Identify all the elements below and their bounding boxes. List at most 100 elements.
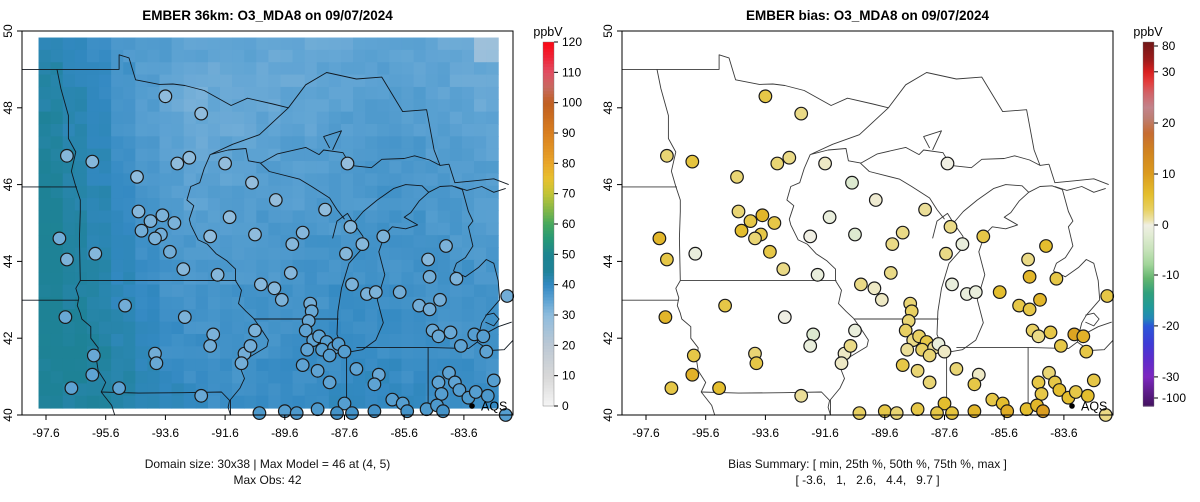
- model-raster: [38, 37, 499, 409]
- raster-cell: [449, 284, 463, 298]
- x-tick-label: -85.6: [991, 426, 1019, 440]
- raster-cell: [280, 161, 294, 174]
- raster-cell: [449, 247, 463, 261]
- raster-cell: [38, 259, 52, 273]
- raster-cell: [159, 185, 173, 199]
- colorbar-segment: [1143, 170, 1154, 172]
- raster-cell: [86, 383, 100, 397]
- colorbar-segment: [1143, 47, 1154, 49]
- raster-cell: [353, 136, 366, 150]
- raster-cell: [389, 123, 402, 137]
- raster-cell: [377, 296, 390, 310]
- colorbar-segment: [543, 208, 554, 213]
- raster-cell: [219, 123, 233, 137]
- station-marker: [1068, 385, 1083, 399]
- raster-cell: [207, 173, 221, 187]
- station-marker: [194, 388, 209, 403]
- colorbar-segment: [1143, 175, 1154, 177]
- colorbar-segment: [1143, 212, 1154, 214]
- station-marker: [685, 154, 700, 169]
- raster-cell: [159, 74, 173, 88]
- colorbar-segment: [1143, 190, 1154, 192]
- colorbar-segment: [543, 366, 554, 371]
- colorbar-segment: [543, 81, 554, 86]
- raster-cell: [340, 123, 354, 137]
- raster-cell: [425, 99, 439, 113]
- raster-cell: [365, 86, 378, 100]
- colorbar-segment: [1143, 282, 1154, 284]
- raster-cell: [304, 259, 318, 273]
- raster-cell: [304, 62, 318, 76]
- raster-cell: [353, 259, 366, 273]
- raster-cell: [316, 235, 330, 249]
- raster-cell: [62, 321, 76, 335]
- raster-cell: [111, 222, 124, 236]
- colorbar-segment: [1143, 108, 1154, 110]
- colorbar-segment: [1143, 59, 1154, 61]
- raster-cell: [461, 198, 475, 211]
- raster-cell: [280, 383, 294, 397]
- colorbar-segment: [1143, 194, 1154, 196]
- raster-cell: [135, 259, 148, 273]
- colorbar-segment: [1143, 225, 1154, 227]
- raster-cell: [401, 136, 415, 150]
- colorbar-segment: [1143, 171, 1154, 173]
- station-marker: [131, 204, 146, 219]
- raster-cell: [474, 222, 487, 236]
- raster-cell: [280, 210, 294, 224]
- raster-cell: [377, 86, 390, 100]
- colorbar-segment: [1143, 197, 1154, 199]
- raster-cell: [207, 309, 221, 323]
- raster-cell: [461, 148, 475, 162]
- station-marker: [652, 231, 667, 246]
- raster-cell: [219, 198, 233, 211]
- colorbar-segment: [1143, 105, 1154, 107]
- colorbar-segment: [543, 181, 554, 186]
- model-map-plot: AQS-97.6 -95.6 -93.6 -91.6 -89.6 -87.6 -85.6 -8…: [1, 24, 582, 440]
- raster-cell: [74, 321, 88, 335]
- colorbar-segment: [1143, 229, 1154, 231]
- colorbar-segment: [543, 123, 554, 128]
- raster-cell: [486, 272, 499, 286]
- raster-cell: [86, 123, 100, 137]
- colorbar-segment: [1143, 192, 1154, 194]
- raster-cell: [123, 395, 136, 409]
- colorbar-segment: [543, 351, 554, 356]
- raster-cell: [135, 358, 148, 372]
- raster-cell: [147, 321, 161, 335]
- station-marker: [392, 285, 407, 300]
- model-map-panel: EMBER 36km: O3_MDA8 on 09/07/2024 AQS -97…: [1, 8, 582, 487]
- raster-cell: [449, 222, 463, 236]
- raster-cell: [365, 222, 378, 236]
- raster-cell: [474, 161, 487, 174]
- colorbar-segment: [1143, 64, 1154, 66]
- station-marker: [883, 266, 898, 280]
- colorbar-segment: [1143, 261, 1154, 263]
- colorbar-segment: [1143, 335, 1154, 337]
- model-map-title: EMBER 36km: O3_MDA8 on 09/07/2024: [142, 8, 393, 23]
- raster-cell: [437, 123, 451, 137]
- raster-cell: [207, 111, 221, 125]
- raster-cell: [123, 111, 136, 125]
- raster-cell: [86, 321, 100, 335]
- raster-cell: [449, 74, 463, 88]
- colorbar-segment: [1143, 152, 1154, 154]
- raster-cell: [377, 346, 390, 360]
- raster-cell: [461, 296, 475, 310]
- raster-cell: [474, 358, 487, 372]
- raster-cell: [304, 161, 318, 174]
- colorbar-segment: [1143, 221, 1154, 223]
- raster-cell: [292, 49, 306, 63]
- bias-map-panel: EMBER bias: O3_MDA8 on 09/07/2024 AQS -97…: [600, 0, 1200, 502]
- aqs-dot-icon: [469, 403, 475, 409]
- raster-cell: [111, 86, 124, 100]
- raster-cell: [377, 111, 390, 125]
- station-marker: [1031, 329, 1046, 344]
- colorbar-segment: [1143, 250, 1154, 252]
- raster-cell: [159, 173, 173, 187]
- raster-cell: [195, 296, 209, 310]
- raster-cell: [74, 99, 88, 113]
- raster-cell: [195, 37, 209, 51]
- station-marker: [52, 231, 67, 246]
- raster-cell: [183, 62, 197, 76]
